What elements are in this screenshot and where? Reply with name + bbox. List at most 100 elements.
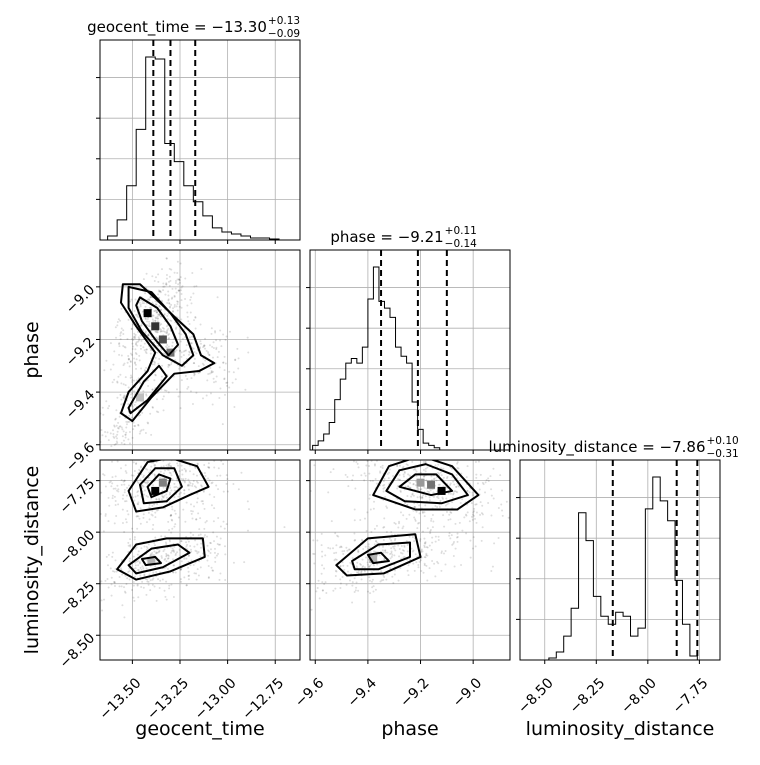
scatter-panel-phase-vs-luminosity_distance-point (333, 559, 336, 562)
scatter-panel-geocent_time-vs-phase-point (194, 327, 197, 330)
scatter-panel-geocent_time-vs-luminosity_distance-point (100, 580, 103, 583)
scatter-panel-geocent_time-vs-phase-point (179, 407, 182, 410)
scatter-panel-geocent_time-vs-luminosity_distance-point (148, 503, 151, 506)
scatter-panel-phase-vs-luminosity_distance-point (472, 514, 475, 517)
scatter-panel-phase-vs-luminosity_distance-point (466, 511, 469, 514)
scatter-panel-phase-vs-luminosity_distance-point (472, 511, 475, 514)
scatter-panel-geocent_time-vs-luminosity_distance-point (192, 480, 195, 483)
scatter-panel-phase-vs-luminosity_distance-point (406, 446, 408, 448)
scatter-panel-geocent_time-vs-phase-point (151, 318, 154, 321)
scatter-panel-geocent_time-vs-phase-point (140, 339, 143, 342)
scatter-panel-geocent_time-vs-phase-point (131, 404, 134, 407)
scatter-panel-phase-vs-luminosity_distance-point (454, 547, 457, 550)
scatter-panel-geocent_time-vs-luminosity_distance-point (223, 527, 226, 530)
scatter-panel-phase-vs-luminosity_distance-point (411, 536, 414, 539)
scatter-panel-geocent_time-vs-luminosity_distance-point (137, 560, 140, 563)
scatter-panel-geocent_time-vs-luminosity_distance-point (136, 584, 139, 587)
scatter-panel-geocent_time-vs-luminosity_distance-point (101, 609, 104, 612)
scatter-panel-phase-vs-luminosity_distance-point (371, 578, 374, 581)
scatter-panel-geocent_time-vs-phase-point (100, 428, 103, 431)
scatter-panel-geocent_time-vs-luminosity_distance-point (153, 473, 156, 476)
scatter-panel-geocent_time-vs-luminosity_distance-point (196, 552, 199, 555)
scatter-panel-geocent_time-vs-phase-point (120, 331, 123, 334)
scatter-panel-phase-vs-luminosity_distance-point (431, 454, 433, 456)
scatter-panel-phase-vs-luminosity_distance-point (449, 518, 452, 521)
scatter-panel-geocent_time-vs-luminosity_distance-point (96, 477, 98, 479)
scatter-panel-geocent_time-vs-luminosity_distance-point (182, 508, 185, 511)
scatter-panel-phase-vs-luminosity_distance-point (412, 432, 414, 434)
y-axis-label-luminosity_distance: luminosity_distance (21, 466, 43, 655)
scatter-panel-geocent_time-vs-luminosity_distance-point (111, 482, 114, 485)
scatter-panel-geocent_time-vs-luminosity_distance-point (125, 500, 128, 503)
scatter-panel-phase-vs-luminosity_distance-point (474, 545, 477, 548)
scatter-panel-phase-vs-luminosity_distance-point (338, 546, 341, 549)
scatter-panel-geocent_time-vs-phase-point (178, 289, 181, 292)
scatter-panel-geocent_time-vs-luminosity_distance-point (102, 473, 105, 476)
scatter-panel-geocent_time-vs-luminosity_distance-point (200, 485, 203, 488)
scatter-panel-geocent_time-vs-luminosity_distance-point (143, 574, 146, 577)
scatter-panel-phase-vs-luminosity_distance-point (456, 491, 459, 494)
scatter-panel-phase-vs-luminosity_distance-point (398, 464, 401, 467)
scatter-panel-phase-vs-luminosity_distance-point (452, 493, 455, 496)
scatter-panel-phase-vs-luminosity_distance-point (449, 537, 452, 540)
scatter-panel-phase-vs-luminosity_distance-point (335, 570, 338, 573)
scatter-panel-phase-vs-luminosity_distance-point (401, 436, 403, 438)
scatter-panel-geocent_time-vs-luminosity_distance-point (175, 456, 177, 458)
scatter-panel-geocent_time-vs-phase-point (153, 363, 156, 366)
scatter-panel-geocent_time-vs-phase-point (145, 348, 148, 351)
scatter-panel-geocent_time-vs-luminosity_distance-point (111, 494, 114, 497)
scatter-panel-phase-vs-luminosity_distance-point (420, 471, 423, 474)
scatter-panel-geocent_time-vs-phase-point (173, 303, 176, 306)
scatter-panel-geocent_time-vs-phase-point (166, 346, 169, 349)
scatter-panel-phase-vs-luminosity_distance-point (334, 532, 337, 535)
scatter-panel-geocent_time-vs-luminosity_distance-point (135, 546, 138, 549)
scatter-panel-phase-vs-luminosity_distance-point (327, 491, 330, 494)
scatter-panel-geocent_time-vs-phase-point (200, 268, 203, 271)
scatter-panel-geocent_time-vs-phase-point (138, 354, 141, 357)
scatter-panel-geocent_time-vs-phase-point (133, 332, 136, 335)
scatter-panel-geocent_time-vs-phase-point (185, 344, 188, 347)
scatter-panel-geocent_time-vs-luminosity_distance-point (154, 536, 157, 539)
scatter-panel-geocent_time-vs-luminosity_distance-point (165, 464, 168, 467)
scatter-panel-phase-vs-luminosity_distance-point (348, 579, 351, 582)
scatter-panel-phase-vs-luminosity_distance-point (479, 436, 481, 438)
scatter-panel-phase-vs-luminosity_distance-point (516, 499, 518, 501)
scatter-panel-geocent_time-vs-luminosity_distance-point (207, 577, 210, 580)
scatter-panel-geocent_time-vs-luminosity_distance-point (153, 544, 156, 547)
scatter-panel-geocent_time-vs-luminosity_distance-point (182, 478, 185, 481)
scatter-panel-geocent_time-vs-luminosity_distance-point (176, 462, 179, 465)
scatter-panel-geocent_time-vs-phase-point (116, 426, 119, 429)
scatter-panel-geocent_time-vs-phase-point (94, 416, 96, 418)
scatter-panel-phase-vs-luminosity_distance-point (339, 564, 342, 567)
scatter-panel-phase-vs-luminosity_distance-frame (309, 459, 511, 661)
hist-frame-geocent_time (99, 39, 301, 241)
scatter-panel-phase-vs-luminosity_distance-point (399, 435, 401, 437)
scatter-panel-geocent_time-vs-luminosity_distance-point (138, 468, 141, 471)
scatter-panel-phase-vs-luminosity_distance-point (356, 462, 359, 465)
scatter-panel-geocent_time-vs-luminosity_distance-point (113, 581, 116, 584)
scatter-panel-phase-vs-luminosity_distance-point (369, 479, 372, 482)
scatter-panel-phase-vs-luminosity_distance-point (388, 468, 391, 471)
scatter-panel-geocent_time-vs-phase-point (157, 313, 160, 316)
scatter-panel-geocent_time-vs-phase-point (108, 461, 110, 463)
scatter-panel-geocent_time-vs-luminosity_distance-point (211, 481, 214, 484)
scatter-panel-geocent_time-vs-luminosity_distance-point (209, 548, 212, 551)
scatter-panel-geocent_time-vs-phase-point (190, 296, 193, 299)
hist-title-luminosity_distance: luminosity_distance = −7.86 +0.10−0.31 (488, 435, 738, 460)
scatter-panel-geocent_time-vs-luminosity_distance-point (196, 497, 199, 500)
scatter-panel-phase-vs-luminosity_distance-point (346, 564, 349, 567)
scatter-panel-geocent_time-vs-phase-point (213, 381, 216, 384)
y-tick-label-phase-2: −9.2 (63, 334, 98, 369)
scatter-panel-geocent_time-vs-luminosity_distance-point (185, 557, 188, 560)
scatter-panel-geocent_time-vs-phase-point (131, 436, 134, 439)
scatter-panel-geocent_time-vs-phase-point (197, 365, 200, 368)
scatter-panel-geocent_time-vs-phase-point (189, 298, 192, 301)
scatter-panel-geocent_time-vs-phase-point (176, 278, 179, 281)
scatter-panel-geocent_time-vs-luminosity_distance-contour-2 (127, 460, 210, 513)
scatter-panel-geocent_time-vs-luminosity_distance-point (127, 541, 130, 544)
scatter-panel-geocent_time-vs-luminosity_distance-point (194, 466, 197, 469)
scatter-panel-geocent_time-vs-phase-point (178, 349, 181, 352)
scatter-panel-geocent_time-vs-luminosity_distance-point (132, 461, 135, 464)
scatter-panel-geocent_time-vs-luminosity_distance-point (215, 554, 218, 557)
scatter-panel-phase-vs-luminosity_distance-point (456, 540, 459, 543)
